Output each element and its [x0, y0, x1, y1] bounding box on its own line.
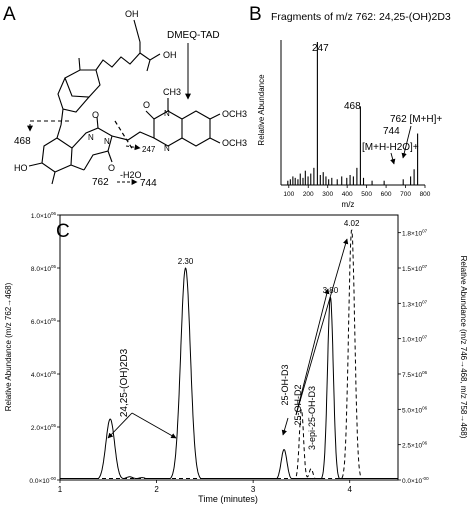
spectrum-x-tick-label: 300	[322, 191, 333, 198]
time-axis-tick-label: 1	[58, 485, 63, 494]
frag-247-arrow	[125, 144, 141, 151]
spectrum-x-ticks: 100 200 300 400 500 600 700 800	[283, 185, 431, 198]
quinoxalinone	[145, 98, 221, 147]
left-axis-tick-label: 2.0×1005	[31, 423, 57, 432]
oh-group-side: OH	[163, 50, 177, 60]
retention-time-3.80: 3.80	[323, 286, 339, 295]
arrow-2425-second-peak	[131, 412, 177, 439]
trace-dashed	[60, 229, 398, 479]
spectrum-peaks	[287, 42, 419, 185]
peak-label-247: 247	[312, 43, 329, 54]
compound-label-2425: 24,25-(OH)2D3	[119, 348, 130, 417]
peak-label-762: 762 [M+H]+	[390, 114, 442, 125]
left-axis-tick-label: 1.0×1006	[31, 211, 57, 220]
peak-label-468: 468	[344, 101, 361, 112]
panel-b-letter: B	[249, 4, 262, 25]
methoxy-top: OCH3	[222, 109, 247, 119]
chromatogram-axes	[59, 214, 399, 481]
frag-468-arrow	[27, 120, 69, 132]
loss-h2o-label: -H2O	[120, 170, 142, 180]
ring-nitrogen-2: N	[104, 137, 110, 146]
spectrum-x-tick-label: 700	[400, 191, 411, 198]
retention-time-2.30: 2.30	[178, 257, 194, 266]
panel-a-letter: A	[3, 4, 16, 25]
ring-oxygen-top: O	[92, 110, 99, 120]
compound-label-3epi: 3-epi-25-OH-D3	[307, 386, 317, 450]
side-chain	[95, 42, 161, 72]
right-axis-tick-label: 1.5×1007	[402, 264, 428, 273]
compound-label-25ohd2: 25-OH-D2	[293, 384, 303, 425]
retention-time-labels: 2.30 3.80 4.02	[178, 219, 360, 295]
time-axis-tick-label: 4	[347, 485, 352, 494]
time-axis-ticks: 1 2 3 4	[58, 480, 352, 494]
quinoxaline-n-ring: N	[164, 144, 170, 153]
cd-rings	[57, 57, 101, 126]
retention-time-4.02: 4.02	[344, 219, 360, 228]
right-axis-tick-label: 0.0×10-00	[402, 476, 429, 485]
arrow-2425-first-peak	[107, 412, 133, 439]
cleavage-line	[114, 120, 134, 151]
right-y-axis-label: Relative Abundance (m/z 746→468, m/z 758…	[459, 256, 468, 439]
spectrum-x-tick-label: 100	[283, 191, 294, 198]
arrow-25ohd3-solid	[295, 288, 330, 416]
ho-group: HO	[14, 163, 28, 173]
time-axis-tick-label: 2	[154, 485, 159, 494]
time-axis-label: Time (minutes)	[198, 494, 258, 504]
loss-from-label: 762	[92, 177, 109, 188]
methoxy-bottom: OCH3	[222, 138, 247, 148]
chromatogram-traces	[60, 229, 398, 479]
quinoxaline-n-methyl: N	[164, 109, 170, 118]
peak-label-744: 744	[383, 126, 400, 137]
left-axis-tick-label: 0.0×10-00	[29, 476, 56, 485]
right-axis-tick-label: 2.5×1006	[402, 441, 428, 450]
peak-arrow-762	[401, 125, 412, 159]
left-y-axis-label: Relative Abundance (m/z 762→468)	[4, 282, 13, 411]
spectrum-x-label: m/z	[342, 200, 355, 209]
ring-nitrogen-1: N	[88, 133, 94, 142]
panel-a: A OH OH HO	[3, 4, 247, 189]
ring-oxygen-bottom: O	[108, 163, 115, 173]
chromatogram-frame	[59, 214, 399, 481]
frag-468-label: 468	[14, 136, 31, 147]
peak-label-744-ion: [M+H-H2O]+	[362, 142, 419, 153]
panel-c-letter: C	[56, 221, 70, 242]
right-axis-tick-label: 5.0×1006	[402, 405, 428, 414]
left-axis-tick-label: 4.0×1005	[31, 370, 57, 379]
right-axis-ticks: 0.0×10-00 2.5×1006 5.0×1006 7.5×1006 1.0×100…	[398, 229, 429, 485]
frag-247-label: 247	[142, 145, 156, 154]
spectrum-x-tick-label: 400	[342, 191, 353, 198]
spectrum-x-tick-label: 600	[381, 191, 392, 198]
spectrum-title: Fragments of m/z 762: 24,25-(OH)2D3	[271, 11, 451, 23]
right-axis-tick-label: 1.3×1007	[402, 299, 428, 308]
loss-to-label: 744	[140, 178, 157, 189]
arrow-25ohd3-dashed	[295, 238, 349, 416]
panel-c: C 0.0×10-00 2.0×1005 4.0×1005 6.0×1005 8.0×1…	[4, 211, 468, 504]
spectrum-x-tick-label: 800	[420, 191, 431, 198]
spectrum-x-tick-label: 200	[303, 191, 314, 198]
left-axis-ticks: 0.0×10-00 2.0×1005 4.0×1005 6.0×1005 8.0×100…	[29, 211, 60, 485]
panel-b: B Fragments of m/z 762: 24,25-(OH)2D3 Re…	[249, 4, 451, 209]
reagent-label: DMEQ-TAD	[167, 30, 220, 41]
oh-group-top: OH	[125, 9, 139, 19]
right-axis-tick-label: 1.0×1007	[402, 335, 428, 344]
right-axis-tick-label: 1.8×1007	[402, 229, 428, 238]
triazoline-ring	[71, 116, 155, 171]
compound-label-25ohd3: 25-OH-D3	[280, 364, 290, 405]
time-axis-tick-label: 3	[251, 485, 256, 494]
carbonyl-oxygen: O	[143, 100, 150, 110]
left-axis-tick-label: 6.0×1005	[31, 317, 57, 326]
a-ring	[28, 124, 85, 185]
peak-arrow-744	[390, 152, 396, 165]
right-axis-tick-label: 7.5×1006	[402, 370, 428, 379]
arrow-25ohd3-small	[281, 417, 289, 436]
spectrum-x-tick-label: 500	[361, 191, 372, 198]
n-methyl-group: CH3	[163, 87, 181, 97]
left-axis-tick-label: 8.0×1005	[31, 264, 57, 273]
spectrum-y-label: Relative Abundance	[257, 74, 266, 146]
spectrum-axes	[280, 40, 425, 186]
